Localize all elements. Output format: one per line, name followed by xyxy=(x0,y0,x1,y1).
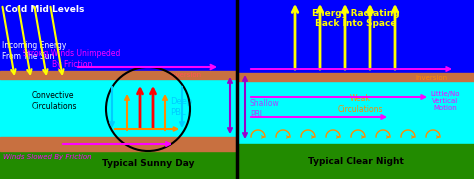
Text: Weak
Circulations: Weak Circulations xyxy=(337,94,383,114)
Text: Little/No
Vertical
Motion: Little/No Vertical Motion xyxy=(430,91,460,111)
Bar xyxy=(0,0,237,74)
Text: Inversion: Inversion xyxy=(169,72,201,78)
Text: Energy Radiating: Energy Radiating xyxy=(312,9,400,18)
Text: Deep
PBL: Deep PBL xyxy=(170,97,192,117)
Text: Typical Clear Night: Typical Clear Night xyxy=(308,156,404,166)
Text: Cold Mid Levels: Cold Mid Levels xyxy=(5,4,84,13)
Bar xyxy=(238,74,474,144)
Bar xyxy=(238,144,474,179)
Text: Convective
Circulations: Convective Circulations xyxy=(32,91,78,111)
Bar xyxy=(0,74,237,137)
Bar xyxy=(0,71,237,79)
Text: Strong Winds Unimpeded
By Friction: Strong Winds Unimpeded By Friction xyxy=(23,49,121,69)
Text: Downward
Momentum
Transfer: Downward Momentum Transfer xyxy=(2,107,43,127)
Text: Inversion: Inversion xyxy=(415,75,447,81)
Text: Winds Slowed By Friction: Winds Slowed By Friction xyxy=(3,154,91,160)
Text: Shallow
PBL: Shallow PBL xyxy=(250,99,280,119)
Text: Incoming Energy
From The Sun: Incoming Energy From The Sun xyxy=(2,41,66,61)
Bar xyxy=(0,137,237,151)
Bar xyxy=(238,73,474,81)
Text: Typical Sunny Day: Typical Sunny Day xyxy=(102,158,194,168)
Text: Back Into Space: Back Into Space xyxy=(315,18,397,28)
Bar xyxy=(238,0,474,74)
Bar xyxy=(0,151,237,179)
